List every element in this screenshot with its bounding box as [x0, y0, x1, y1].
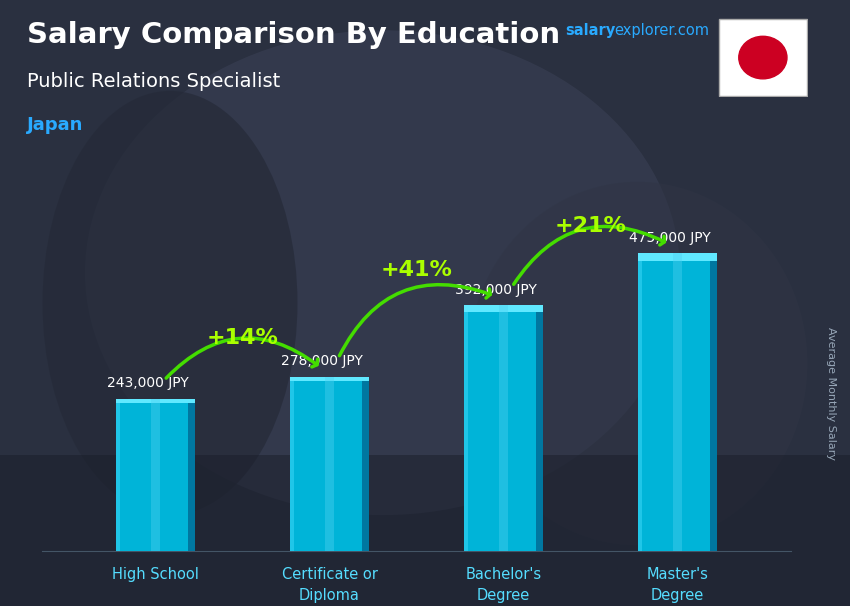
Bar — [116, 399, 120, 551]
Bar — [150, 399, 161, 551]
Text: +14%: +14% — [207, 328, 279, 348]
Ellipse shape — [468, 182, 808, 545]
Text: Japan: Japan — [27, 116, 83, 135]
Ellipse shape — [85, 30, 680, 515]
Text: +41%: +41% — [381, 260, 452, 281]
Ellipse shape — [42, 91, 298, 515]
Text: 392,000 JPY: 392,000 JPY — [455, 282, 536, 297]
Bar — [291, 377, 369, 381]
Bar — [536, 305, 542, 551]
Circle shape — [739, 36, 787, 79]
Text: Public Relations Specialist: Public Relations Specialist — [27, 72, 281, 90]
Bar — [464, 305, 542, 551]
Bar — [291, 377, 294, 551]
Bar — [0, 454, 850, 606]
Text: 243,000 JPY: 243,000 JPY — [107, 376, 189, 390]
Text: Average Monthly Salary: Average Monthly Salary — [826, 327, 836, 461]
Bar — [711, 253, 717, 551]
Text: +21%: +21% — [554, 216, 626, 236]
Text: salary: salary — [565, 23, 615, 38]
Bar — [464, 305, 542, 311]
FancyBboxPatch shape — [719, 19, 807, 96]
Bar — [116, 399, 195, 403]
Bar — [464, 305, 468, 551]
Text: explorer.com: explorer.com — [615, 23, 710, 38]
Text: Salary Comparison By Education: Salary Comparison By Education — [27, 21, 560, 49]
Bar — [325, 377, 334, 551]
Bar — [291, 377, 369, 551]
Text: 278,000 JPY: 278,000 JPY — [280, 354, 363, 368]
Bar — [638, 253, 717, 551]
Bar — [638, 253, 642, 551]
Bar — [116, 399, 195, 551]
Bar — [638, 253, 717, 261]
Bar — [499, 305, 508, 551]
Bar — [362, 377, 369, 551]
Text: 475,000 JPY: 475,000 JPY — [629, 230, 711, 245]
Bar — [672, 253, 683, 551]
Bar — [189, 399, 195, 551]
